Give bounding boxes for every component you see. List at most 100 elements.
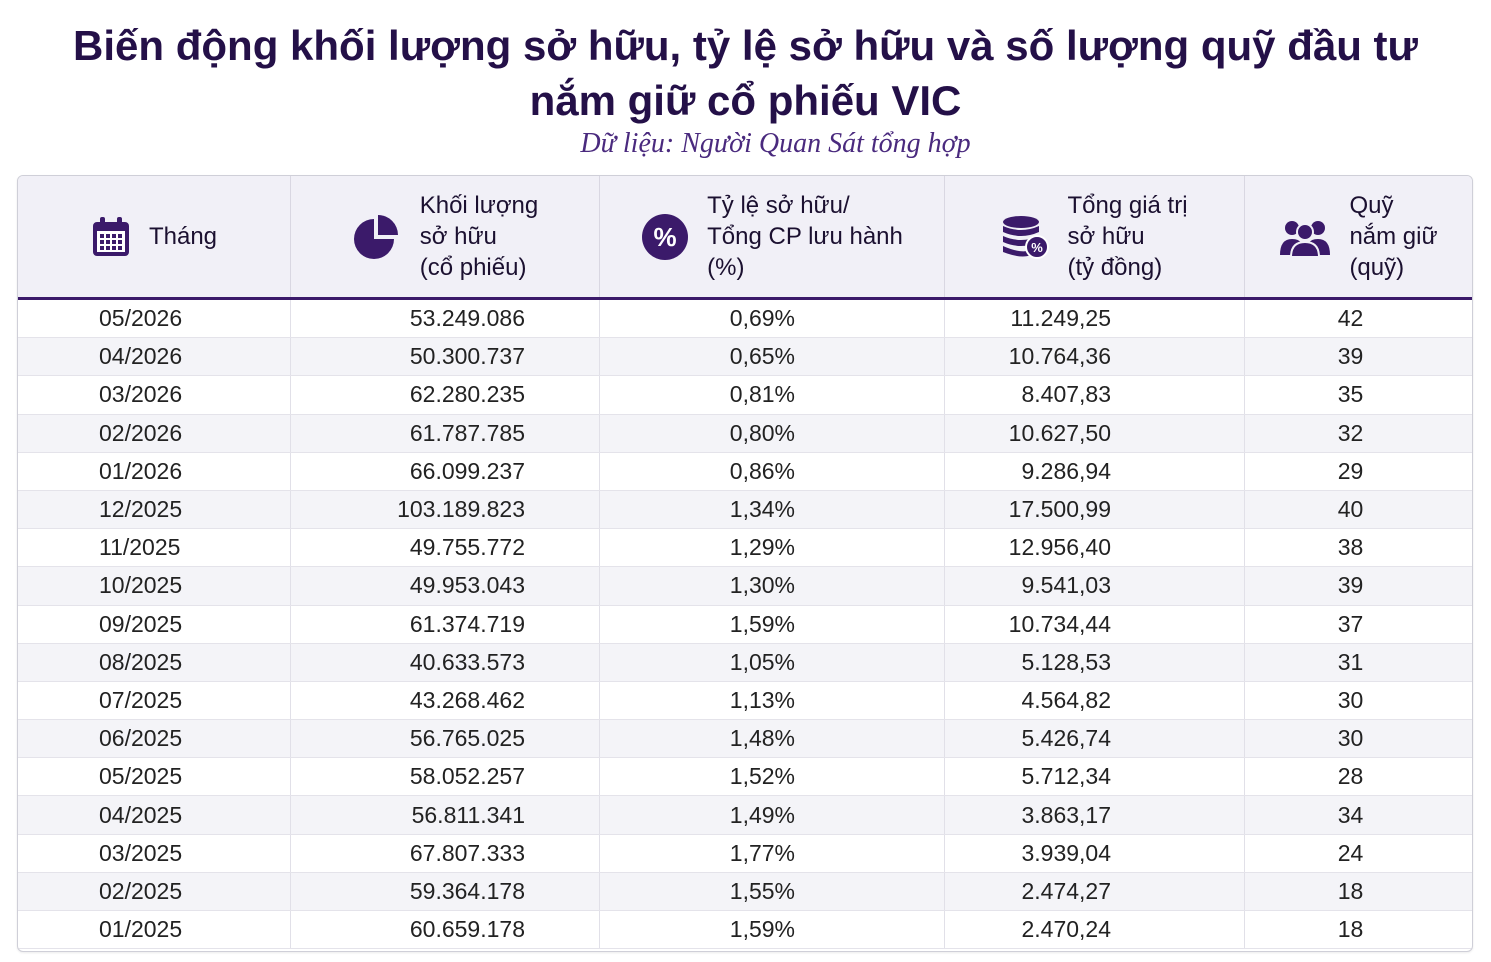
cell-volume: 56.811.341 xyxy=(291,796,600,834)
table-row: 12/2025 103.189.823 1,34% 17.500,99 40 xyxy=(18,490,1472,530)
cell-funds: 30 xyxy=(1337,725,1364,752)
cell-volume: 59.364.178 xyxy=(291,872,600,910)
cell-ratio: 0,81% xyxy=(600,376,945,414)
column-label-ratio: Tỷ lệ sở hữu/ Tổng CP lưu hành (%) xyxy=(707,192,903,281)
cell-funds: 18 xyxy=(1337,877,1364,904)
table-row: 10/2025 49.953.043 1,30% 9.541,03 39 xyxy=(18,567,1472,606)
column-header-ratio: % Tỷ lệ sở hữu/ Tổng CP lưu hành (%) xyxy=(600,176,945,297)
cell-volume: 50.300.737 xyxy=(291,338,600,376)
cell-month: 05/2025 xyxy=(18,758,291,796)
cell-ratio: 1,29% xyxy=(600,529,945,567)
users-icon xyxy=(1279,217,1331,257)
cell-ratio: 1,59% xyxy=(600,911,945,949)
column-header-month: Tháng xyxy=(18,176,291,297)
cell-value: 3.939,04 xyxy=(945,834,1245,872)
table-row: 01/2025 60.659.178 1,59% 2.470,24 18 xyxy=(18,911,1472,950)
cell-volume: 66.099.237 xyxy=(291,452,600,490)
cell-funds: 35 xyxy=(1337,381,1364,408)
column-label-volume: Khối lượng sở hữu (cổ phiếu) xyxy=(419,192,539,281)
table-row: 02/2025 59.364.178 1,55% 2.474,27 18 xyxy=(18,872,1472,911)
table-header: Tháng Khối lượng sở hữu (cổ phiếu) % Tỷ … xyxy=(18,176,1472,300)
table-row: 01/2026 66.099.237 0,86% 9.286,94 29 xyxy=(18,452,1472,491)
cell-ratio: 1,55% xyxy=(600,872,945,910)
calendar-icon xyxy=(91,216,131,258)
cell-ratio: 1,77% xyxy=(600,834,945,872)
table-row: 05/2026 53.249.086 0,69% 11.249,25 42 xyxy=(18,300,1472,339)
cell-funds: 37 xyxy=(1337,610,1364,637)
svg-text:%: % xyxy=(654,222,677,252)
coins-percent-icon: % xyxy=(1001,215,1050,259)
cell-month: 04/2025 xyxy=(18,796,291,834)
cell-value: 9.286,94 xyxy=(945,452,1245,490)
cell-ratio: 0,80% xyxy=(600,414,945,452)
cell-month: 03/2026 xyxy=(18,376,291,414)
cell-volume: 43.268.462 xyxy=(291,681,600,720)
column-header-funds: Quỹ nắm giữ (quỹ) xyxy=(1245,176,1472,297)
cell-volume: 49.953.043 xyxy=(291,567,600,605)
table-row: 09/2025 61.374.719 1,59% 10.734,44 37 xyxy=(18,605,1472,644)
cell-funds: 24 xyxy=(1337,839,1364,866)
cell-month: 05/2026 xyxy=(18,300,291,338)
cell-funds: 39 xyxy=(1337,572,1364,599)
cell-funds: 30 xyxy=(1337,686,1364,713)
svg-text:%: % xyxy=(1032,240,1044,255)
data-table: Tháng Khối lượng sở hữu (cổ phiếu) % Tỷ … xyxy=(17,175,1473,952)
chart-subtitle: Dữ liệu: Người Quan Sát tổng hợp xyxy=(580,128,971,159)
cell-ratio: 1,48% xyxy=(600,720,945,758)
cell-funds: 39 xyxy=(1337,343,1364,370)
cell-ratio: 1,52% xyxy=(600,758,945,796)
table-row: 11/2025 49.755.772 1,29% 12.956,40 38 xyxy=(18,529,1472,568)
cell-funds: 40 xyxy=(1337,496,1364,523)
cell-volume: 61.374.719 xyxy=(291,605,600,643)
cell-volume: 49.755.772 xyxy=(291,529,600,567)
cell-volume: 67.807.333 xyxy=(291,834,600,872)
cell-value: 4.564,82 xyxy=(945,681,1245,720)
cell-funds: 32 xyxy=(1337,419,1364,446)
table-row: 08/2025 40.633.573 1,05% 5.128,53 31 xyxy=(18,643,1472,682)
table-row: 02/2026 61.787.785 0,80% 10.627,50 32 xyxy=(18,414,1472,453)
cell-ratio: 0,65% xyxy=(600,338,945,376)
cell-volume: 61.787.785 xyxy=(291,414,600,452)
cell-value: 10.627,50 xyxy=(945,414,1245,452)
cell-value: 2.474,27 xyxy=(945,872,1245,910)
cell-value: 5.426,74 xyxy=(945,720,1245,758)
cell-value: 11.249,25 xyxy=(945,300,1245,338)
column-label-value: Tổng giá trị sở hữu (tỷ đồng) xyxy=(1067,192,1188,281)
cell-value: 10.734,44 xyxy=(945,605,1245,643)
cell-funds: 18 xyxy=(1337,916,1364,943)
column-label-month: Tháng xyxy=(148,223,218,250)
cell-value: 9.541,03 xyxy=(945,567,1245,605)
cell-month: 02/2026 xyxy=(18,414,291,452)
cell-month: 04/2026 xyxy=(18,338,291,376)
table-row: 04/2025 56.811.341 1,49% 3.863,17 34 xyxy=(18,796,1472,835)
table-row: 03/2026 62.280.235 0,81% 8.407,83 35 xyxy=(18,376,1472,415)
cell-month: 08/2025 xyxy=(18,643,291,681)
cell-ratio: 1,30% xyxy=(600,567,945,605)
cell-value: 12.956,40 xyxy=(945,529,1245,567)
cell-ratio: 0,86% xyxy=(600,452,945,490)
cell-month: 09/2025 xyxy=(18,605,291,643)
cell-month: 12/2025 xyxy=(18,490,291,529)
cell-ratio: 1,59% xyxy=(600,605,945,643)
column-header-value: % Tổng giá trị sở hữu (tỷ đồng) xyxy=(945,176,1245,297)
table-body: 05/2026 53.249.086 0,69% 11.249,25 42 04/2026… xyxy=(18,300,1472,950)
table-row: 04/2026 50.300.737 0,65% 10.764,36 39 xyxy=(18,338,1472,377)
cell-month: 11/2025 xyxy=(18,529,291,567)
column-header-volume: Khối lượng sở hữu (cổ phiếu) xyxy=(291,176,600,297)
column-label-funds: Quỹ nắm giữ (quỹ) xyxy=(1349,192,1438,281)
cell-volume: 58.052.257 xyxy=(291,758,600,796)
cell-value: 17.500,99 xyxy=(945,490,1245,529)
cell-value: 8.407,83 xyxy=(945,376,1245,414)
cell-volume: 60.659.178 xyxy=(291,911,600,949)
pie-chart-icon xyxy=(352,213,402,261)
cell-month: 02/2025 xyxy=(18,872,291,910)
table-row: 07/2025 43.268.462 1,13% 4.564,82 30 xyxy=(18,681,1472,721)
cell-funds: 29 xyxy=(1337,457,1364,484)
chart-title-line-2: nắm giữ cổ phiếu VIC xyxy=(529,77,962,124)
cell-month: 03/2025 xyxy=(18,834,291,872)
table-row: 06/2025 56.765.025 1,48% 5.426,74 30 xyxy=(18,720,1472,759)
cell-value: 10.764,36 xyxy=(945,338,1245,376)
cell-funds: 34 xyxy=(1337,801,1364,828)
cell-value: 2.470,24 xyxy=(945,911,1245,949)
cell-month: 07/2025 xyxy=(18,681,291,720)
